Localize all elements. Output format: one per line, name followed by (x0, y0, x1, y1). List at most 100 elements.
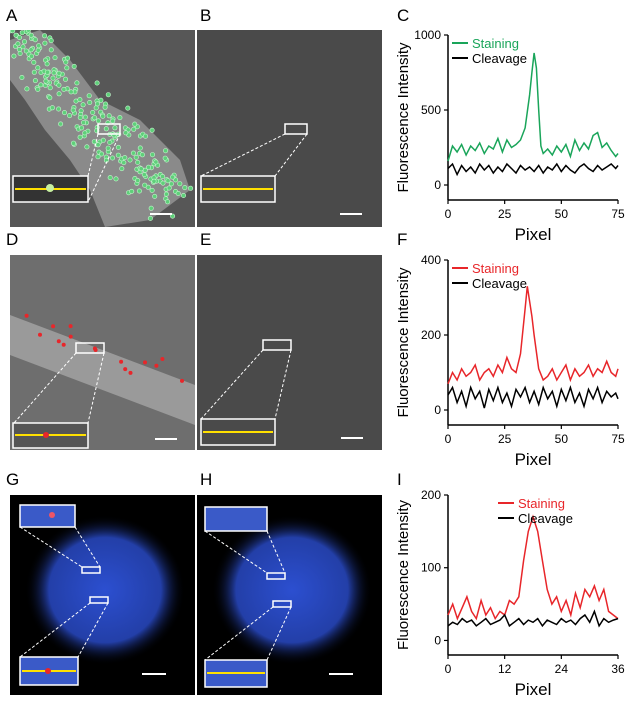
legend-label: Cleavage (472, 51, 527, 66)
red-punctum (143, 360, 147, 365)
series-line-cleavage (447, 385, 619, 410)
red-punctum (119, 359, 124, 364)
green-punctum (36, 43, 42, 49)
zoom-line-h1 (266, 530, 286, 574)
y-tick-label: 0 (434, 403, 441, 417)
green-punctum (147, 215, 153, 221)
panel-label-e: E (200, 230, 212, 249)
green-punctum (141, 172, 147, 178)
green-punctum (135, 178, 141, 184)
x-tick-label: 0 (445, 662, 452, 676)
green-punctum (32, 37, 38, 43)
green-punctum (77, 97, 83, 103)
green-punctum (102, 104, 108, 110)
green-punctum (32, 78, 38, 84)
green-punctum (131, 126, 137, 132)
green-punctum (150, 152, 156, 158)
panel-label-a: A (6, 6, 18, 25)
panel-label-b: B (200, 6, 212, 25)
green-punctum (149, 187, 155, 193)
zoom-line-g2 (19, 526, 83, 568)
zoom-line-e2 (274, 349, 292, 420)
x-tick-label: 50 (555, 207, 569, 221)
roi-top-g (81, 566, 101, 574)
green-punctum (44, 69, 50, 75)
green-punctum (173, 177, 179, 183)
green-punctum (61, 110, 67, 116)
scale-bar-h (329, 673, 353, 675)
green-punctum (132, 121, 138, 127)
series-line-cleavage (447, 609, 619, 628)
roi-box-a (97, 123, 121, 135)
green-punctum (95, 101, 101, 107)
x-tick-label: 50 (555, 432, 569, 446)
green-punctum (67, 113, 73, 119)
red-punctum (123, 367, 128, 372)
green-punctum (177, 181, 183, 187)
red-punctum (160, 357, 165, 361)
green-punctum (163, 148, 169, 154)
green-punctum (24, 86, 30, 92)
green-punctum (153, 159, 159, 165)
green-punctum (74, 80, 80, 86)
green-punctum (65, 55, 71, 61)
green-punctum (51, 70, 57, 76)
x-tick-label: 12 (498, 662, 512, 676)
x-tick-label: 24 (555, 662, 569, 676)
micrograph-h-svg (197, 495, 382, 695)
green-punctum (56, 82, 62, 88)
green-punctum (121, 160, 127, 166)
green-punctum (35, 65, 41, 71)
green-punctum (70, 140, 76, 146)
green-punctum (105, 145, 111, 151)
micrograph-e-svg (197, 255, 382, 450)
green-punctum (160, 174, 166, 180)
green-punctum (165, 178, 171, 184)
zoom-line-g4 (77, 602, 109, 658)
red-punctum (38, 332, 42, 337)
green-punctum (107, 175, 113, 181)
green-punctum (139, 152, 145, 158)
green-punctum (52, 55, 58, 61)
legend-label: Staining (518, 496, 565, 511)
x-tick-label: 25 (498, 432, 512, 446)
green-punctum (106, 113, 112, 119)
green-punctum (23, 48, 29, 54)
red-punctum (180, 378, 184, 383)
green-punctum (122, 155, 128, 161)
green-punctum (42, 33, 48, 39)
green-punctum (115, 152, 121, 158)
green-punctum (82, 114, 88, 120)
micrograph-g (10, 495, 195, 695)
y-axis-label: Fluorescence Intensity (395, 42, 412, 193)
inset-top-puncta-g (49, 512, 55, 518)
zoom-line-h3 (204, 606, 274, 661)
legend-label: Cleavage (472, 276, 527, 291)
series-line-cleavage (447, 162, 619, 177)
green-punctum (94, 80, 100, 86)
green-punctum (117, 115, 123, 121)
zoom-line-d2 (87, 352, 105, 424)
green-punctum (47, 85, 53, 91)
green-punctum (19, 74, 25, 80)
scale-bar-b (340, 213, 362, 215)
green-punctum (63, 59, 69, 65)
green-punctum (110, 118, 116, 124)
green-punctum (22, 39, 28, 45)
micrograph-d (10, 255, 195, 450)
green-punctum (71, 63, 77, 69)
zoom-line-b2 (274, 133, 308, 177)
x-tick-label: 75 (611, 432, 625, 446)
green-punctum (113, 176, 119, 182)
green-punctum (86, 93, 92, 99)
red-punctum (68, 334, 73, 339)
micrograph-h (197, 495, 382, 695)
zoom-line-g1 (74, 526, 101, 568)
green-punctum (19, 30, 25, 36)
zoom-line-e1 (200, 349, 264, 420)
legend-label: Staining (472, 261, 519, 276)
green-punctum (149, 127, 155, 133)
green-punctum (84, 144, 90, 150)
scale-bar-e (341, 437, 363, 439)
red-puncta (24, 313, 184, 383)
